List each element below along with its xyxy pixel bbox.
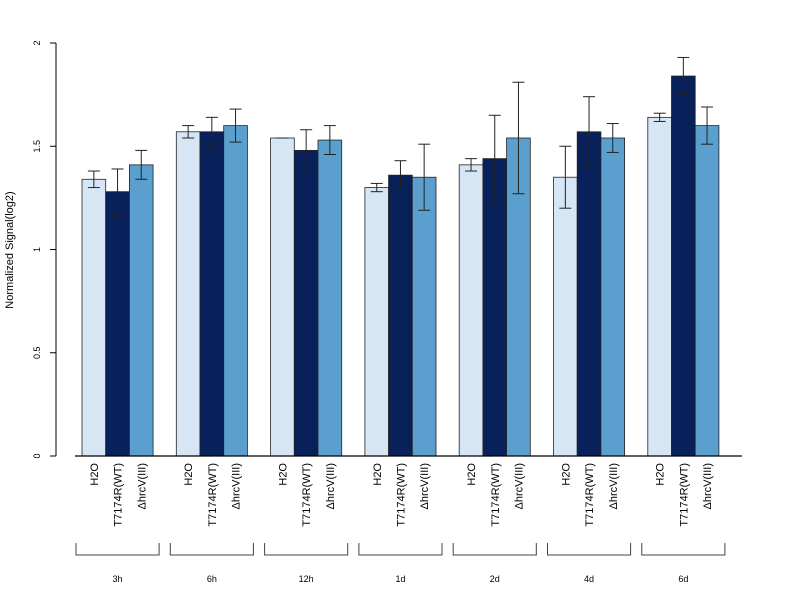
y-tick-label: 2 [32, 40, 42, 45]
group-bracket [75, 543, 160, 556]
x-tick-label: T7174R(WT) [301, 463, 313, 527]
group-label: 6h [207, 574, 217, 584]
group-brackets: 3h 6h 12h 1d 2d 4d 6d [75, 543, 726, 584]
bar [364, 187, 389, 457]
x-tick-label: ΔhrcV(III) [513, 463, 525, 509]
bar [105, 191, 130, 457]
bar [270, 137, 295, 457]
bar [411, 176, 437, 457]
group-label: 3h [113, 574, 123, 584]
x-tick-label: H2O [655, 463, 667, 486]
x-tick-label: H2O [466, 463, 478, 486]
x-tick-label: ΔhrcV(III) [231, 463, 243, 509]
x-tick-label: T7174R(WT) [490, 463, 502, 527]
bar [199, 131, 225, 457]
bar [553, 176, 578, 457]
group-label: 4d [584, 574, 594, 584]
group-bracket [641, 543, 726, 556]
bar [482, 158, 507, 457]
x-tick-labels: H2O T7174R(WT) ΔhrcV(III) H2O T7174R(WT) Δhrc… [89, 463, 714, 527]
x-tick-label: H2O [372, 463, 384, 486]
bar [175, 131, 201, 457]
x-tick-label: ΔhrcV(III) [325, 463, 337, 509]
x-tick-label: ΔhrcV(III) [136, 463, 148, 509]
x-tick-label: H2O [277, 463, 289, 486]
y-axis-label: Normalized Signal(log2) [4, 191, 16, 308]
x-tick-label: ΔhrcV(III) [702, 463, 714, 509]
group-bracket [358, 543, 443, 556]
group-label: 1d [395, 574, 405, 584]
bar [671, 75, 696, 457]
group-bracket [452, 543, 537, 556]
x-tick-label: T7174R(WT) [678, 463, 690, 527]
x-tick-label: ΔhrcV(III) [419, 463, 431, 509]
bar [81, 178, 107, 457]
y-tick-label: 1.5 [32, 140, 42, 153]
group-label: 2d [490, 574, 500, 584]
x-tick-label: T7174R(WT) [113, 463, 125, 527]
error-bars [87, 56, 714, 215]
bars [81, 75, 720, 457]
bar [647, 116, 672, 457]
x-tick-label: T7174R(WT) [584, 463, 596, 527]
y-tick-label: 0.5 [32, 346, 42, 359]
y-tick-label: 1 [32, 247, 42, 252]
group-label: 6d [678, 574, 688, 584]
bar [388, 174, 413, 457]
bar [128, 164, 154, 457]
x-tick-label: ΔhrcV(III) [608, 463, 620, 509]
bar [600, 137, 626, 457]
group-bracket [264, 543, 349, 556]
bar [576, 131, 602, 457]
bar [293, 149, 319, 457]
x-tick-label: T7174R(WT) [207, 463, 219, 527]
group-label: 12h [299, 574, 314, 584]
y-tick-label: 0 [32, 453, 42, 458]
y-axis: 0 0.5 1 1.5 2 [32, 40, 57, 459]
x-tick-label: H2O [183, 463, 195, 486]
group-bracket [547, 543, 632, 556]
group-bracket [169, 543, 254, 556]
bar [317, 139, 343, 457]
x-tick-label: T7174R(WT) [395, 463, 407, 527]
bar [694, 125, 720, 457]
bar [458, 164, 484, 457]
x-tick-label: H2O [89, 463, 101, 486]
x-tick-label: H2O [560, 463, 572, 486]
bar [223, 125, 248, 457]
